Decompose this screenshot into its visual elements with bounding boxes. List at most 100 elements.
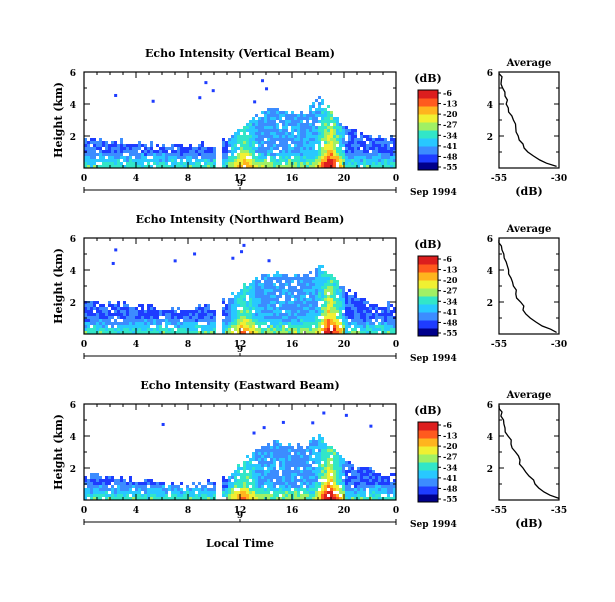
average-profile-line (498, 405, 560, 500)
colorbar-swatch (418, 272, 438, 281)
colorbar-tick-label: -48 (443, 483, 458, 493)
x-tick-label: 0 (393, 506, 399, 516)
colorbar-swatch (418, 446, 438, 455)
average-x-tick-label: -30 (551, 340, 567, 350)
colorbar-tick-label: -55 (443, 494, 457, 504)
heatmap (84, 411, 396, 500)
colorbar-swatch (418, 470, 438, 479)
y-axis-label: Height (km) (52, 248, 65, 324)
colorbar-tick-label: -48 (443, 317, 458, 327)
x-tick-label: 0 (393, 340, 399, 350)
colorbar-swatch (418, 494, 438, 503)
average-profile-line (498, 239, 557, 333)
colorbar-tick-label: -27 (443, 452, 457, 462)
y-tick-label: 2 (70, 465, 76, 475)
y-axis-label: Height (km) (52, 414, 65, 490)
chart-title: Echo Intensity (Eastward Beam) (140, 379, 339, 392)
colorbar-swatch (418, 146, 438, 155)
colorbar-tick-label: -48 (443, 151, 458, 161)
x-ticks (83, 404, 397, 500)
colorbar-tick-label: -6 (443, 254, 452, 264)
average-frame (498, 403, 560, 501)
average-x-tick-label: -55 (491, 506, 507, 516)
colorbar-swatch (418, 256, 438, 265)
average-y-tick-label: 4 (487, 433, 493, 443)
x-tick-label: 0 (81, 174, 87, 184)
x-tick-label: 0 (393, 174, 399, 184)
date-tick-label: 9 (237, 511, 243, 521)
colorbar-tick-label: -13 (443, 431, 458, 441)
colorbar-swatch (418, 130, 438, 139)
y-tick-label: 4 (70, 433, 76, 443)
panel-1: Echo Intensity (Northward Beam) Height (k… (52, 213, 567, 364)
x-tick-label: 12 (234, 174, 247, 184)
colorbar-tick-label: -55 (443, 162, 457, 172)
colorbar-tick-label: -41 (443, 473, 457, 483)
average-frame (498, 237, 560, 335)
colorbar-tick-label: -20 (443, 441, 458, 451)
y-tick-label: 6 (70, 69, 76, 79)
heatmap (84, 79, 396, 168)
average-title: Average (506, 58, 552, 69)
colorbar-swatch (418, 478, 438, 487)
x-ticks (83, 72, 397, 168)
x-tick-label: 12 (234, 506, 247, 516)
x-tick-label: 4 (133, 340, 139, 350)
colorbar-unit: (dB) (414, 238, 441, 251)
colorbar-tick-label: -34 (443, 296, 458, 306)
colorbar-swatch (418, 122, 438, 131)
colorbar-swatch (418, 138, 438, 147)
colorbar-swatch (418, 296, 438, 305)
colorbar: -6-13-20-27-34-41-48-55 (417, 420, 458, 504)
heatmap (84, 243, 396, 334)
local-time-label: Local Time (206, 537, 274, 550)
date-label: Sep 1994 (410, 520, 457, 530)
colorbar-swatch (418, 462, 438, 471)
colorbar-swatch (418, 162, 438, 171)
x-tick-label: 20 (338, 340, 351, 350)
x-tick-label: 8 (185, 506, 191, 516)
colorbar-tick-label: -20 (443, 109, 458, 119)
colorbar-swatch (418, 98, 438, 107)
colorbar-swatch (418, 430, 438, 439)
colorbar-unit: (dB) (414, 404, 441, 417)
colorbar-swatch (418, 114, 438, 123)
colorbar-swatch (418, 154, 438, 163)
average-panel: Average 6 4 2 -55 -30 (487, 224, 567, 350)
average-panel: Average 6 4 2 -55 -30 (dB) (487, 58, 567, 198)
average-y-tick-label: 2 (487, 133, 493, 143)
x-tick-label: 8 (185, 174, 191, 184)
y-tick-label: 2 (70, 133, 76, 143)
y-tick-label: 4 (70, 101, 76, 111)
colorbar-frame (417, 89, 439, 171)
x-tick-label: 4 (133, 506, 139, 516)
colorbar-tick-label: -6 (443, 420, 452, 430)
colorbar-swatch (418, 328, 438, 337)
average-y-tick-label: 6 (487, 401, 493, 411)
average-y-tick-label: 2 (487, 299, 493, 309)
x-tick-label: 0 (81, 340, 87, 350)
average-title: Average (506, 224, 552, 235)
x-tick-label: 20 (338, 174, 351, 184)
colorbar-unit: (dB) (414, 72, 441, 85)
colorbar-swatch (418, 288, 438, 297)
y-tick-label: 6 (70, 235, 76, 245)
average-y-tick-label: 2 (487, 465, 493, 475)
average-x-tick-label: -55 (491, 340, 507, 350)
average-panel: Average 6 4 2 -55 -35 (dB) (487, 390, 567, 530)
average-y-tick-label: 4 (487, 101, 493, 111)
y-tick-label: 2 (70, 299, 76, 309)
x-tick-label: 8 (185, 340, 191, 350)
colorbar: -6-13-20-27-34-41-48-55 (417, 88, 458, 172)
average-y-tick-label: 4 (487, 267, 493, 277)
average-x-label: (dB) (515, 517, 542, 530)
colorbar-tick-label: -41 (443, 141, 457, 151)
average-x-tick-label: -30 (551, 174, 567, 184)
colorbar-swatch (418, 312, 438, 321)
x-tick-label: 4 (133, 174, 139, 184)
average-x-tick-label: -55 (491, 174, 507, 184)
colorbar-tick-label: -27 (443, 286, 457, 296)
panel-0: Echo Intensity (Vertical Beam) Height (km… (52, 47, 567, 198)
x-tick-label: 20 (338, 506, 351, 516)
